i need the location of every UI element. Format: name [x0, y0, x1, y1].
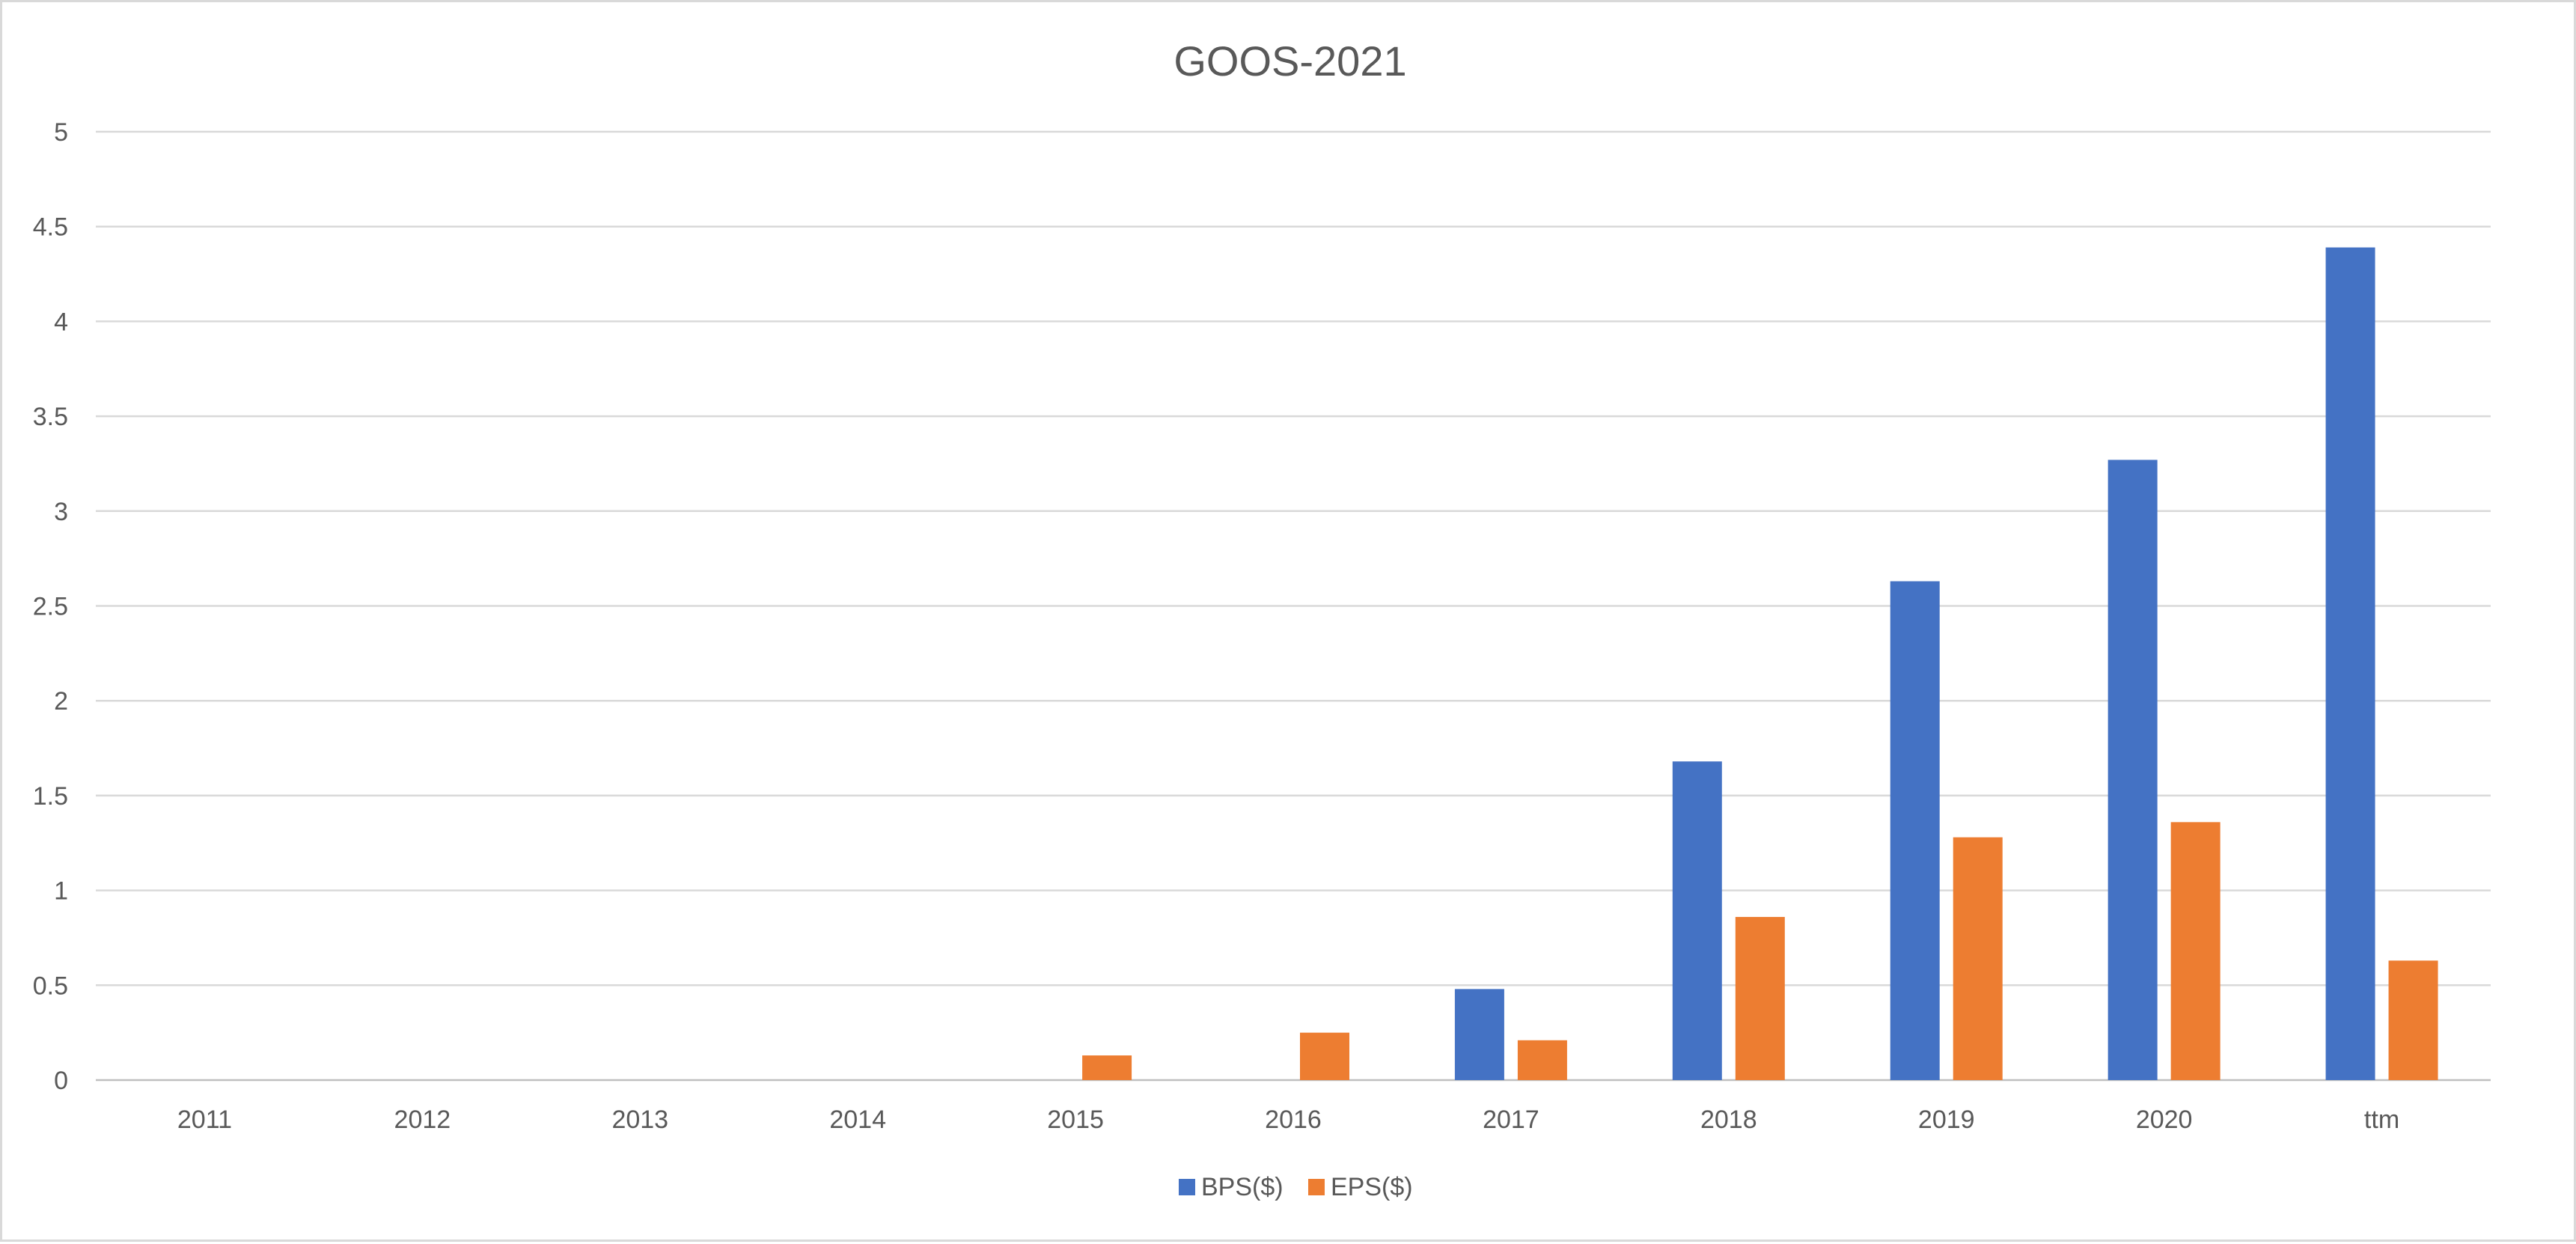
- chart-title: GOOS-2021: [1173, 37, 1406, 85]
- bar-eps-ttm: [2388, 960, 2438, 1080]
- y-tick-label: 0: [54, 1067, 68, 1095]
- x-tick-label: 2018: [1700, 1106, 1757, 1134]
- y-tick-label: 2: [54, 687, 68, 716]
- y-tick-label: 2.5: [33, 593, 68, 621]
- x-tick-label: 2013: [611, 1106, 668, 1134]
- bar-eps-2016: [1300, 1032, 1349, 1080]
- bar-bps-2020: [2108, 460, 2158, 1080]
- x-tick-label: 2017: [1483, 1106, 1539, 1134]
- x-tick-label: 2016: [1265, 1106, 1322, 1134]
- legend-label: BPS($): [1201, 1173, 1284, 1201]
- y-tick-label: 1: [54, 877, 68, 906]
- legend-label: EPS($): [1331, 1173, 1413, 1201]
- bar-eps-2019: [1953, 837, 2003, 1080]
- x-tick-label: 2020: [2136, 1106, 2193, 1134]
- y-tick-label: 3: [54, 498, 68, 526]
- bar-eps-2018: [1735, 917, 1785, 1080]
- legend-swatch: [1179, 1179, 1195, 1195]
- y-tick-label: 4: [54, 308, 68, 336]
- x-tick-label: ttm: [2364, 1106, 2399, 1134]
- bars: [1082, 247, 2438, 1081]
- bar-bps-ttm: [2325, 247, 2375, 1081]
- bar-eps-2017: [1517, 1040, 1567, 1080]
- y-axis-ticks: 0 0.5 1 1.5 2 2.5 3 3.5 4 4.5 5: [33, 118, 68, 1095]
- gridlines: [96, 130, 2491, 1082]
- bar-bps-2017: [1454, 989, 1504, 1080]
- legend-swatch: [1308, 1179, 1325, 1195]
- y-tick-label: 4.5: [33, 213, 68, 242]
- x-tick-label: 2019: [1918, 1106, 1975, 1134]
- x-tick-label: 2015: [1047, 1106, 1104, 1134]
- y-tick-label: 3.5: [33, 403, 68, 431]
- x-tick-label: 2014: [829, 1106, 886, 1134]
- x-tick-label: 2011: [177, 1106, 232, 1134]
- x-tick-label: 2012: [394, 1106, 451, 1134]
- x-axis-ticks: 2011 2012 2013 2014 2015 2016 2017 2018 2019 2020…: [177, 1106, 2399, 1134]
- bar-eps-2020: [2170, 822, 2221, 1080]
- y-tick-label: 5: [54, 118, 68, 147]
- bar-bps-2019: [1890, 581, 1940, 1080]
- y-tick-label: 0.5: [33, 972, 68, 1000]
- y-tick-label: 1.5: [33, 782, 68, 811]
- bar-bps-2018: [1672, 761, 1722, 1080]
- legend: BPS($) EPS($): [1179, 1173, 1413, 1201]
- bar-eps-2015: [1082, 1055, 1132, 1080]
